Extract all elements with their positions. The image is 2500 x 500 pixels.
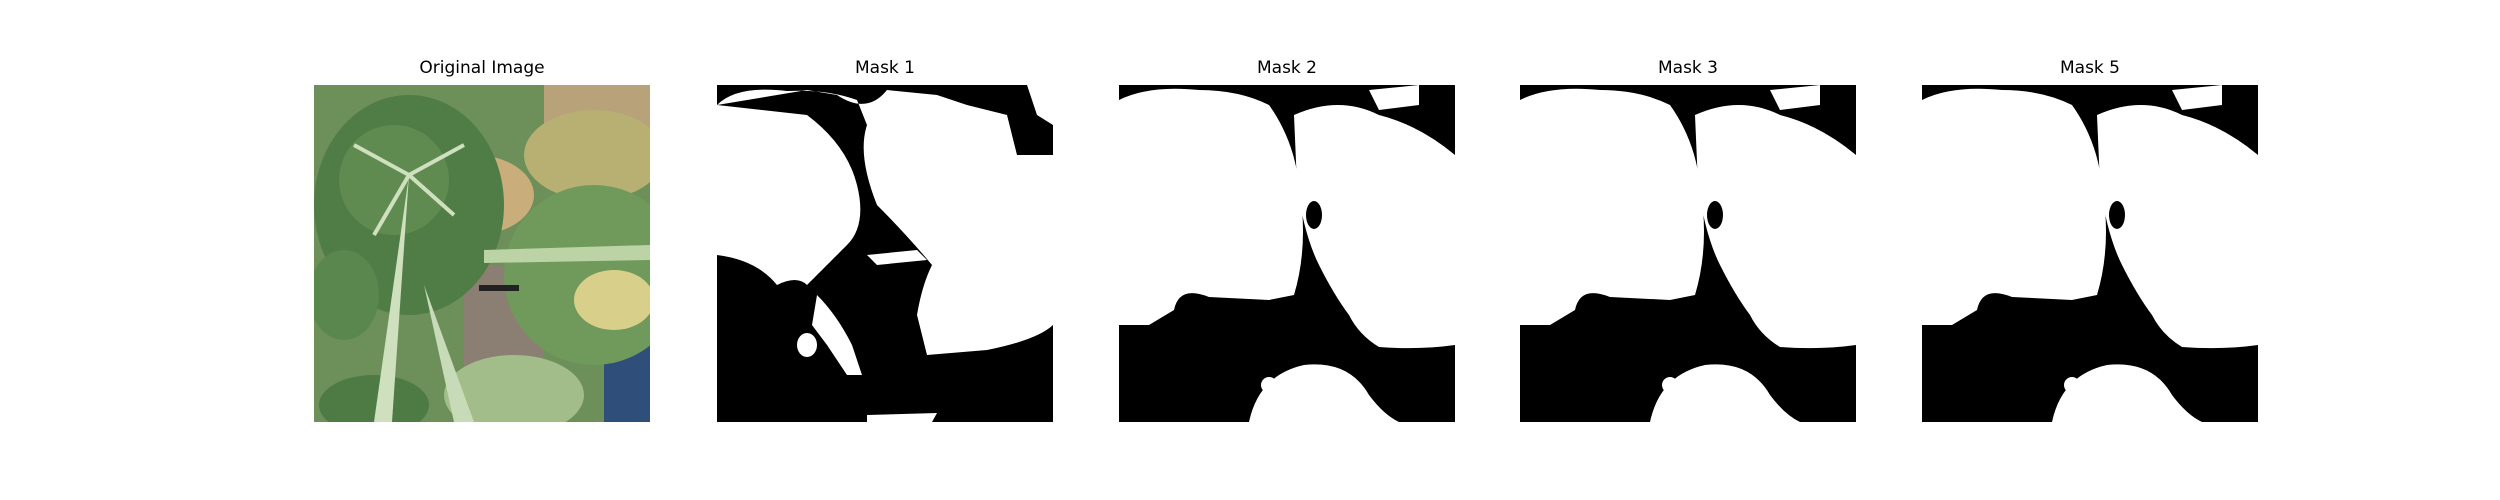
panel-title-original: Original Image [419,58,545,78]
mask-2-image [1119,85,1455,422]
panel-mask-5: Mask 5 [1922,0,2258,500]
mask-1-image [717,85,1053,422]
panel-mask-2: Mask 2 [1119,0,1455,500]
mask-3-image [1520,85,1856,422]
panel-mask-3: Mask 3 [1520,0,1856,500]
mask-5-image [1922,85,2258,422]
original-plant-image [314,85,650,422]
panel-original-image: Original Image [314,0,650,500]
panel-title-mask-1: Mask 1 [854,58,915,78]
panel-title-mask-3: Mask 3 [1657,58,1718,78]
panel-title-mask-5: Mask 5 [2059,58,2120,78]
panel-title-mask-2: Mask 2 [1256,58,1317,78]
panel-mask-1: Mask 1 [717,0,1053,500]
